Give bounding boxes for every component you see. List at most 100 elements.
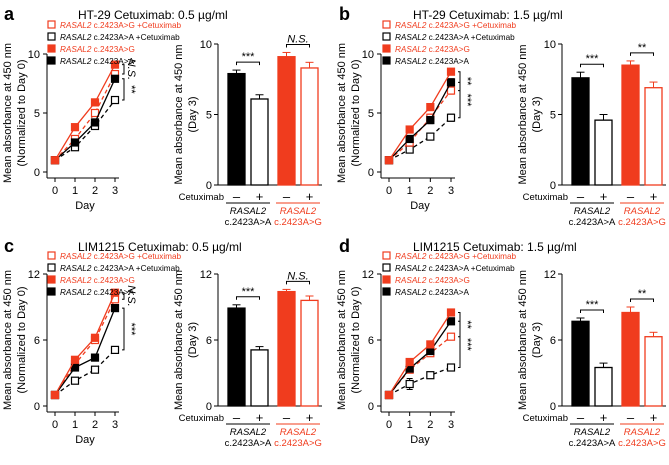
bracket-line	[122, 78, 125, 101]
line-x-tick-label: 1	[72, 185, 78, 197]
data-point	[50, 390, 60, 400]
bar	[250, 349, 269, 407]
bar-sig-bracket	[236, 61, 260, 66]
line-series-2	[50, 288, 120, 400]
legend-label: RASAL2 c.2423A>A +Cetuximab	[395, 33, 515, 42]
legend-allele: c.2423A>A	[426, 288, 469, 297]
legend-gene: RASAL2	[395, 45, 427, 54]
bracket-label-wrap: ***	[461, 94, 473, 108]
legend-label: RASAL2 c.2423A>A +Cetuximab	[60, 33, 180, 42]
data-point	[405, 357, 414, 367]
legend-allele: c.2423A>A	[426, 33, 469, 42]
bar-sig-label: ***	[586, 53, 600, 65]
line-series-2	[384, 67, 456, 165]
group2-allele: c.2423A>G	[274, 438, 322, 449]
legend-gene: RASAL2	[395, 21, 427, 30]
data-point	[384, 156, 394, 165]
line-y-label: Mean absorbance at 450 nm (Normalized to …	[2, 43, 28, 183]
group1-allele: c.2423A>A	[569, 438, 616, 449]
line-sig-label: **	[461, 77, 473, 86]
line-y-tick-label: 12	[28, 269, 40, 281]
bracket-label-wrap: **	[461, 320, 473, 329]
legend-label: RASAL2 c.2423A>G	[60, 276, 135, 285]
legend-marker	[47, 32, 56, 41]
line-sig-bracket: ***	[458, 81, 473, 119]
series-line	[54, 292, 116, 396]
bracket-line	[458, 320, 461, 368]
panel-letter: b	[339, 4, 350, 24]
legend-gene: RASAL2	[60, 45, 92, 54]
legend-marker	[47, 287, 56, 296]
bracket-line	[458, 81, 461, 119]
data-point	[110, 60, 120, 69]
data-point	[50, 156, 60, 165]
legend-marker	[382, 20, 391, 29]
legend-allele: c.2423A>G	[426, 252, 469, 261]
line-sig-bracket: N.S.	[122, 59, 137, 80]
bar	[227, 72, 246, 186]
data-point	[90, 118, 100, 127]
legend-marker	[382, 251, 391, 260]
line-y-label: Mean absorbance at 450 nm (Normalized to …	[336, 43, 362, 183]
legend-allele: c.2423A>G	[91, 276, 134, 285]
cetuximab-label: Cetuximab	[179, 192, 224, 203]
bar	[594, 366, 613, 407]
bar-y-label-line1: Mean absorbance at 450 nm	[173, 270, 185, 410]
treatment-sign: +	[256, 410, 264, 425]
line-series-2	[384, 308, 456, 400]
data-point	[110, 303, 120, 313]
legend-allele: c.2423A>G	[91, 252, 134, 261]
legend-gene: RASAL2	[60, 252, 92, 261]
line-y-tick-label: 0	[368, 167, 374, 179]
legend-label: RASAL2 c.2423A>G	[60, 45, 135, 54]
line-sig-label: **	[125, 85, 137, 94]
legend-item: RASAL2 c.2423A>G +Cetuximab	[382, 20, 517, 30]
line-x-tick-label: 2	[92, 185, 98, 197]
legend-item: RASAL2 c.2423A>A +Cetuximab	[382, 263, 515, 273]
group2-allele: c.2423A>G	[618, 217, 666, 228]
data-point	[405, 379, 414, 389]
legend-marker	[47, 44, 56, 53]
bar-sig-bracket	[286, 43, 310, 48]
data-point	[446, 86, 456, 95]
line-y-label-line2: (Normalized to Day 0)	[16, 60, 28, 167]
legend-label: RASAL2 c.2423A>G +Cetuximab	[60, 252, 182, 261]
data-point	[446, 78, 456, 87]
group2-gene: RASAL2	[624, 427, 661, 438]
line-y-label-line1: Mean absorbance at 450 nm	[2, 43, 14, 183]
legend-label: RASAL2 c.2423A>G +Cetuximab	[60, 21, 182, 30]
legend-marker	[382, 32, 391, 41]
bracket-label-wrap: N.S.	[125, 59, 137, 80]
legend-label: RASAL2 c.2423A>A	[395, 288, 470, 297]
line-series-1	[384, 363, 456, 400]
legend-item: RASAL2 c.2423A>G	[382, 44, 470, 54]
legend-gene: RASAL2	[60, 264, 92, 273]
bar-y-label-line2: (Day 3)	[531, 322, 543, 358]
legend-item: RASAL2 c.2423A>G +Cetuximab	[382, 251, 517, 261]
series-line	[388, 117, 452, 161]
legend-item: RASAL2 c.2423A>G	[47, 44, 135, 54]
panel-letter: a	[4, 4, 15, 24]
legend-gene: RASAL2	[395, 264, 427, 273]
line-series-3	[50, 74, 120, 165]
bracket-label-wrap: **	[461, 77, 473, 86]
legend-treatment: +Cetuximab	[134, 33, 181, 42]
line-x-tick-label: 2	[427, 185, 433, 197]
treatment-sign: +	[650, 189, 658, 204]
data-point	[90, 98, 100, 107]
bar-y-tick-label: 5	[550, 110, 556, 122]
bar	[571, 320, 590, 407]
legend-item: RASAL2 c.2423A>G	[47, 275, 135, 285]
bar-y-tick-label: 6	[550, 335, 556, 347]
group2-allele: c.2423A>G	[274, 217, 322, 228]
line-y-tick-label: 10	[362, 49, 374, 61]
legend-allele: c.2423A>G	[91, 21, 134, 30]
data-point	[426, 371, 435, 380]
line-y-tick-label: 12	[362, 269, 374, 281]
line-chart: 0 5 10 0 1 2 3 Day Mean absorbance at 450 nm (Nor…	[336, 43, 473, 212]
data-point	[110, 288, 120, 297]
group1-gene: RASAL2	[230, 206, 267, 217]
legend-label: RASAL2 c.2423A>A +Cetuximab	[60, 264, 180, 273]
